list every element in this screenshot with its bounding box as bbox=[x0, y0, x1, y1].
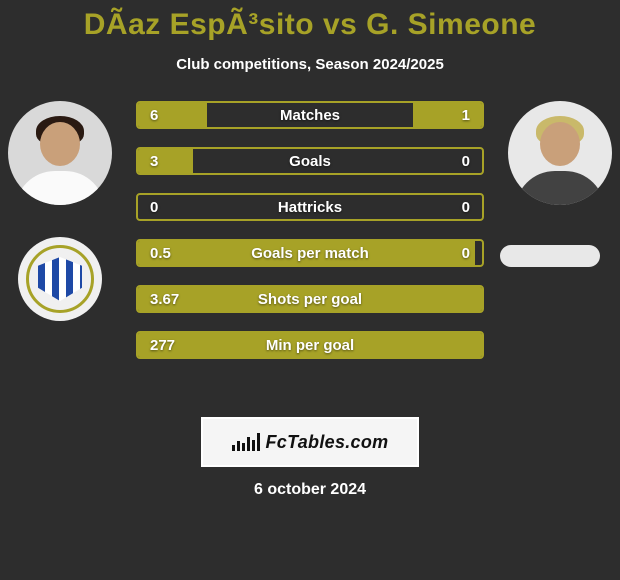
player-left-avatar bbox=[8, 101, 112, 205]
page-subtitle: Club competitions, Season 2024/2025 bbox=[0, 56, 620, 73]
date-label: 6 october 2024 bbox=[0, 481, 620, 499]
stat-label: Min per goal bbox=[138, 333, 482, 357]
crest-icon bbox=[18, 237, 102, 321]
player-right-avatar bbox=[508, 101, 612, 205]
stat-row: 00Hattricks bbox=[136, 193, 484, 221]
stat-label: Goals bbox=[138, 149, 482, 173]
stat-row: 277Min per goal bbox=[136, 331, 484, 359]
bars-icon bbox=[232, 433, 260, 451]
stat-label: Shots per goal bbox=[138, 287, 482, 311]
person-icon bbox=[8, 101, 112, 205]
stat-bars: 61Matches 30Goals 00Hattricks 0.50Goals per… bbox=[136, 101, 484, 359]
page-title: DÃ­az EspÃ³sito vs G. Simeone bbox=[0, 0, 620, 42]
stat-label: Matches bbox=[138, 103, 482, 127]
stat-row: 3.67Shots per goal bbox=[136, 285, 484, 313]
stat-row: 30Goals bbox=[136, 147, 484, 175]
person-icon bbox=[508, 101, 612, 205]
stat-row: 61Matches bbox=[136, 101, 484, 129]
stat-label: Goals per match bbox=[138, 241, 482, 265]
club-right-badge bbox=[500, 245, 600, 267]
source-badge: FcTables.com bbox=[201, 417, 419, 467]
source-brand-label: FcTables.com bbox=[266, 432, 389, 453]
comparison-panel: 61Matches 30Goals 00Hattricks 0.50Goals per… bbox=[0, 101, 620, 401]
club-left-badge bbox=[18, 237, 102, 321]
stat-label: Hattricks bbox=[138, 195, 482, 219]
stat-row: 0.50Goals per match bbox=[136, 239, 484, 267]
